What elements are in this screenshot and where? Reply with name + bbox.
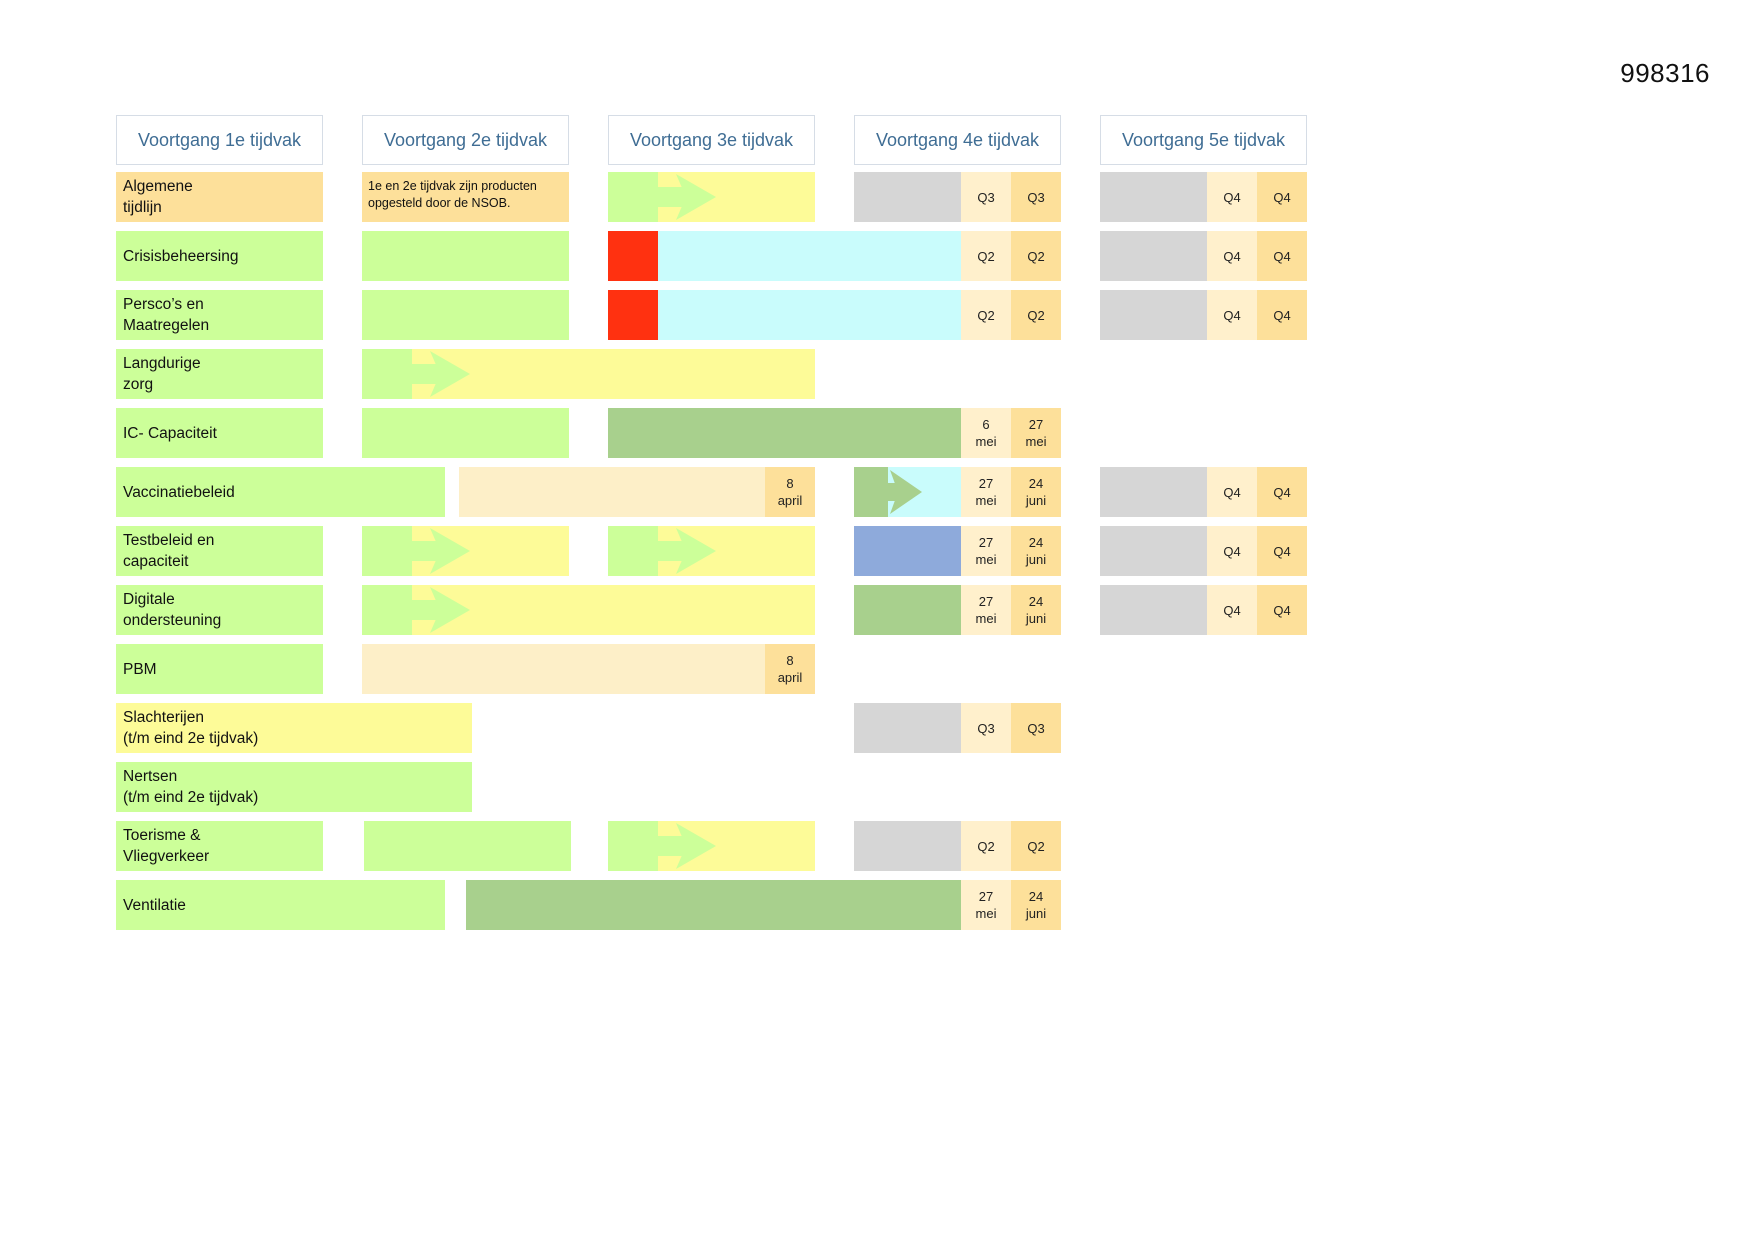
quarter-badge: Q4 [1257,467,1307,517]
header-tijdvak-1: Voortgang 1e tijdvak [116,115,323,165]
progress-bar-darkgreen [854,585,961,635]
quarter-badge: Q4 [1207,467,1257,517]
date-badge: 24 juni [1011,585,1061,635]
quarter-badge: Q3 [1011,703,1061,753]
progress-bar-green [608,526,658,576]
document-number: 998316 [1620,58,1710,88]
progress-bar-red [608,231,658,281]
progress-bar-green [362,585,412,635]
date-badge: 27 mei [961,880,1011,930]
quarter-badge: Q4 [1207,526,1257,576]
row-label-algemene-tijdlijn: Algemene tijdlijn [116,172,323,222]
quarter-badge: Q4 [1257,231,1307,281]
progress-bar-grey [854,703,961,753]
progress-bar-green [362,526,412,576]
progress-bar-grey [1100,467,1207,517]
arrow-right-icon [412,587,470,633]
progress-bar-blue [854,526,961,576]
header-tijdvak-3: Voortgang 3e tijdvak [608,115,815,165]
arrow-right-icon [412,351,470,397]
progress-bar-grey [1100,585,1207,635]
progress-bar-grey [1100,231,1207,281]
progress-bar-darkgreen [466,880,961,930]
date-badge: 8 april [765,644,815,694]
quarter-badge: Q2 [961,821,1011,871]
progress-bar-darkgreen [608,408,961,458]
row-label-vaccinatiebeleid: Vaccinatiebeleid [116,467,445,517]
progress-bar-green [608,821,658,871]
progress-bar-green [364,821,571,871]
row-label-pbm: PBM [116,644,323,694]
header-tijdvak-4: Voortgang 4e tijdvak [854,115,1061,165]
progress-bar-yellow [412,349,815,399]
arrow-right-icon [412,528,470,574]
row-label-nertsen: Nertsen (t/m eind 2e tijdvak) [116,762,472,812]
quarter-badge: Q4 [1257,290,1307,340]
progress-bar-yellow [412,585,815,635]
progress-bar-grey [1100,290,1207,340]
row-label-digitale-ondersteuning: Digitale ondersteuning [116,585,323,635]
date-badge: 24 juni [1011,467,1061,517]
progress-bar-green [608,172,658,222]
quarter-badge: Q4 [1257,585,1307,635]
arrow-right-icon [658,174,716,220]
quarter-badge: Q3 [961,703,1011,753]
row-label-ventilatie: Ventilatie [116,880,445,930]
progress-bar-grey [854,821,961,871]
progress-bar-peach [362,644,765,694]
row-label-langdurige-zorg: Langdurige zorg [116,349,323,399]
quarter-badge: Q4 [1207,290,1257,340]
progress-bar-peach [459,467,765,517]
date-badge: 6 mei [961,408,1011,458]
nsob-note: 1e en 2e tijdvak zijn producten opgestel… [362,172,569,222]
quarter-badge: Q3 [961,172,1011,222]
progress-bar-cyan [658,290,961,340]
date-badge: 27 mei [1011,408,1061,458]
row-label-perscos-en-maatregelen: Persco’s en Maatregelen [116,290,323,340]
date-badge: 27 mei [961,467,1011,517]
progress-bar-yellow [658,821,815,871]
quarter-badge: Q2 [961,231,1011,281]
quarter-badge: Q4 [1257,172,1307,222]
quarter-badge: Q4 [1207,585,1257,635]
header-tijdvak-5: Voortgang 5e tijdvak [1100,115,1307,165]
arrow-right-icon [658,528,716,574]
progress-bar-green [362,290,569,340]
progress-bar-grey [1100,172,1207,222]
row-label-ic-capaciteit: IC- Capaciteit [116,408,323,458]
row-label-slachterijen: Slachterijen (t/m eind 2e tijdvak) [116,703,472,753]
date-badge: 8 april [765,467,815,517]
progress-bar-grey [1100,526,1207,576]
row-label-testbeleid-en-capaciteit: Testbeleid en capaciteit [116,526,323,576]
quarter-badge: Q4 [1257,526,1307,576]
quarter-badge: Q4 [1207,172,1257,222]
date-badge: 24 juni [1011,880,1061,930]
date-badge: 27 mei [961,526,1011,576]
arrow-right-icon [658,823,716,869]
progress-bar-green [362,231,569,281]
row-label-toerisme-en-vliegverkeer: Toerisme & Vliegverkeer [116,821,323,871]
progress-bar-red [608,290,658,340]
progress-bar-cyan [658,231,961,281]
quarter-badge: Q2 [1011,821,1061,871]
quarter-badge: Q3 [1011,172,1061,222]
quarter-badge: Q2 [1011,290,1061,340]
row-label-crisisbeheersing: Crisisbeheersing [116,231,323,281]
arrow-right-icon [876,470,922,514]
progress-bar-yellow [658,172,815,222]
header-tijdvak-2: Voortgang 2e tijdvak [362,115,569,165]
date-badge: 24 juni [1011,526,1061,576]
quarter-badge: Q2 [1011,231,1061,281]
progress-bar-green [362,408,569,458]
progress-bar-green [362,349,412,399]
progress-bar-yellow [658,526,815,576]
progress-bar-grey [854,172,961,222]
date-badge: 27 mei [961,585,1011,635]
quarter-badge: Q2 [961,290,1011,340]
progress-bar-yellow [412,526,569,576]
quarter-badge: Q4 [1207,231,1257,281]
